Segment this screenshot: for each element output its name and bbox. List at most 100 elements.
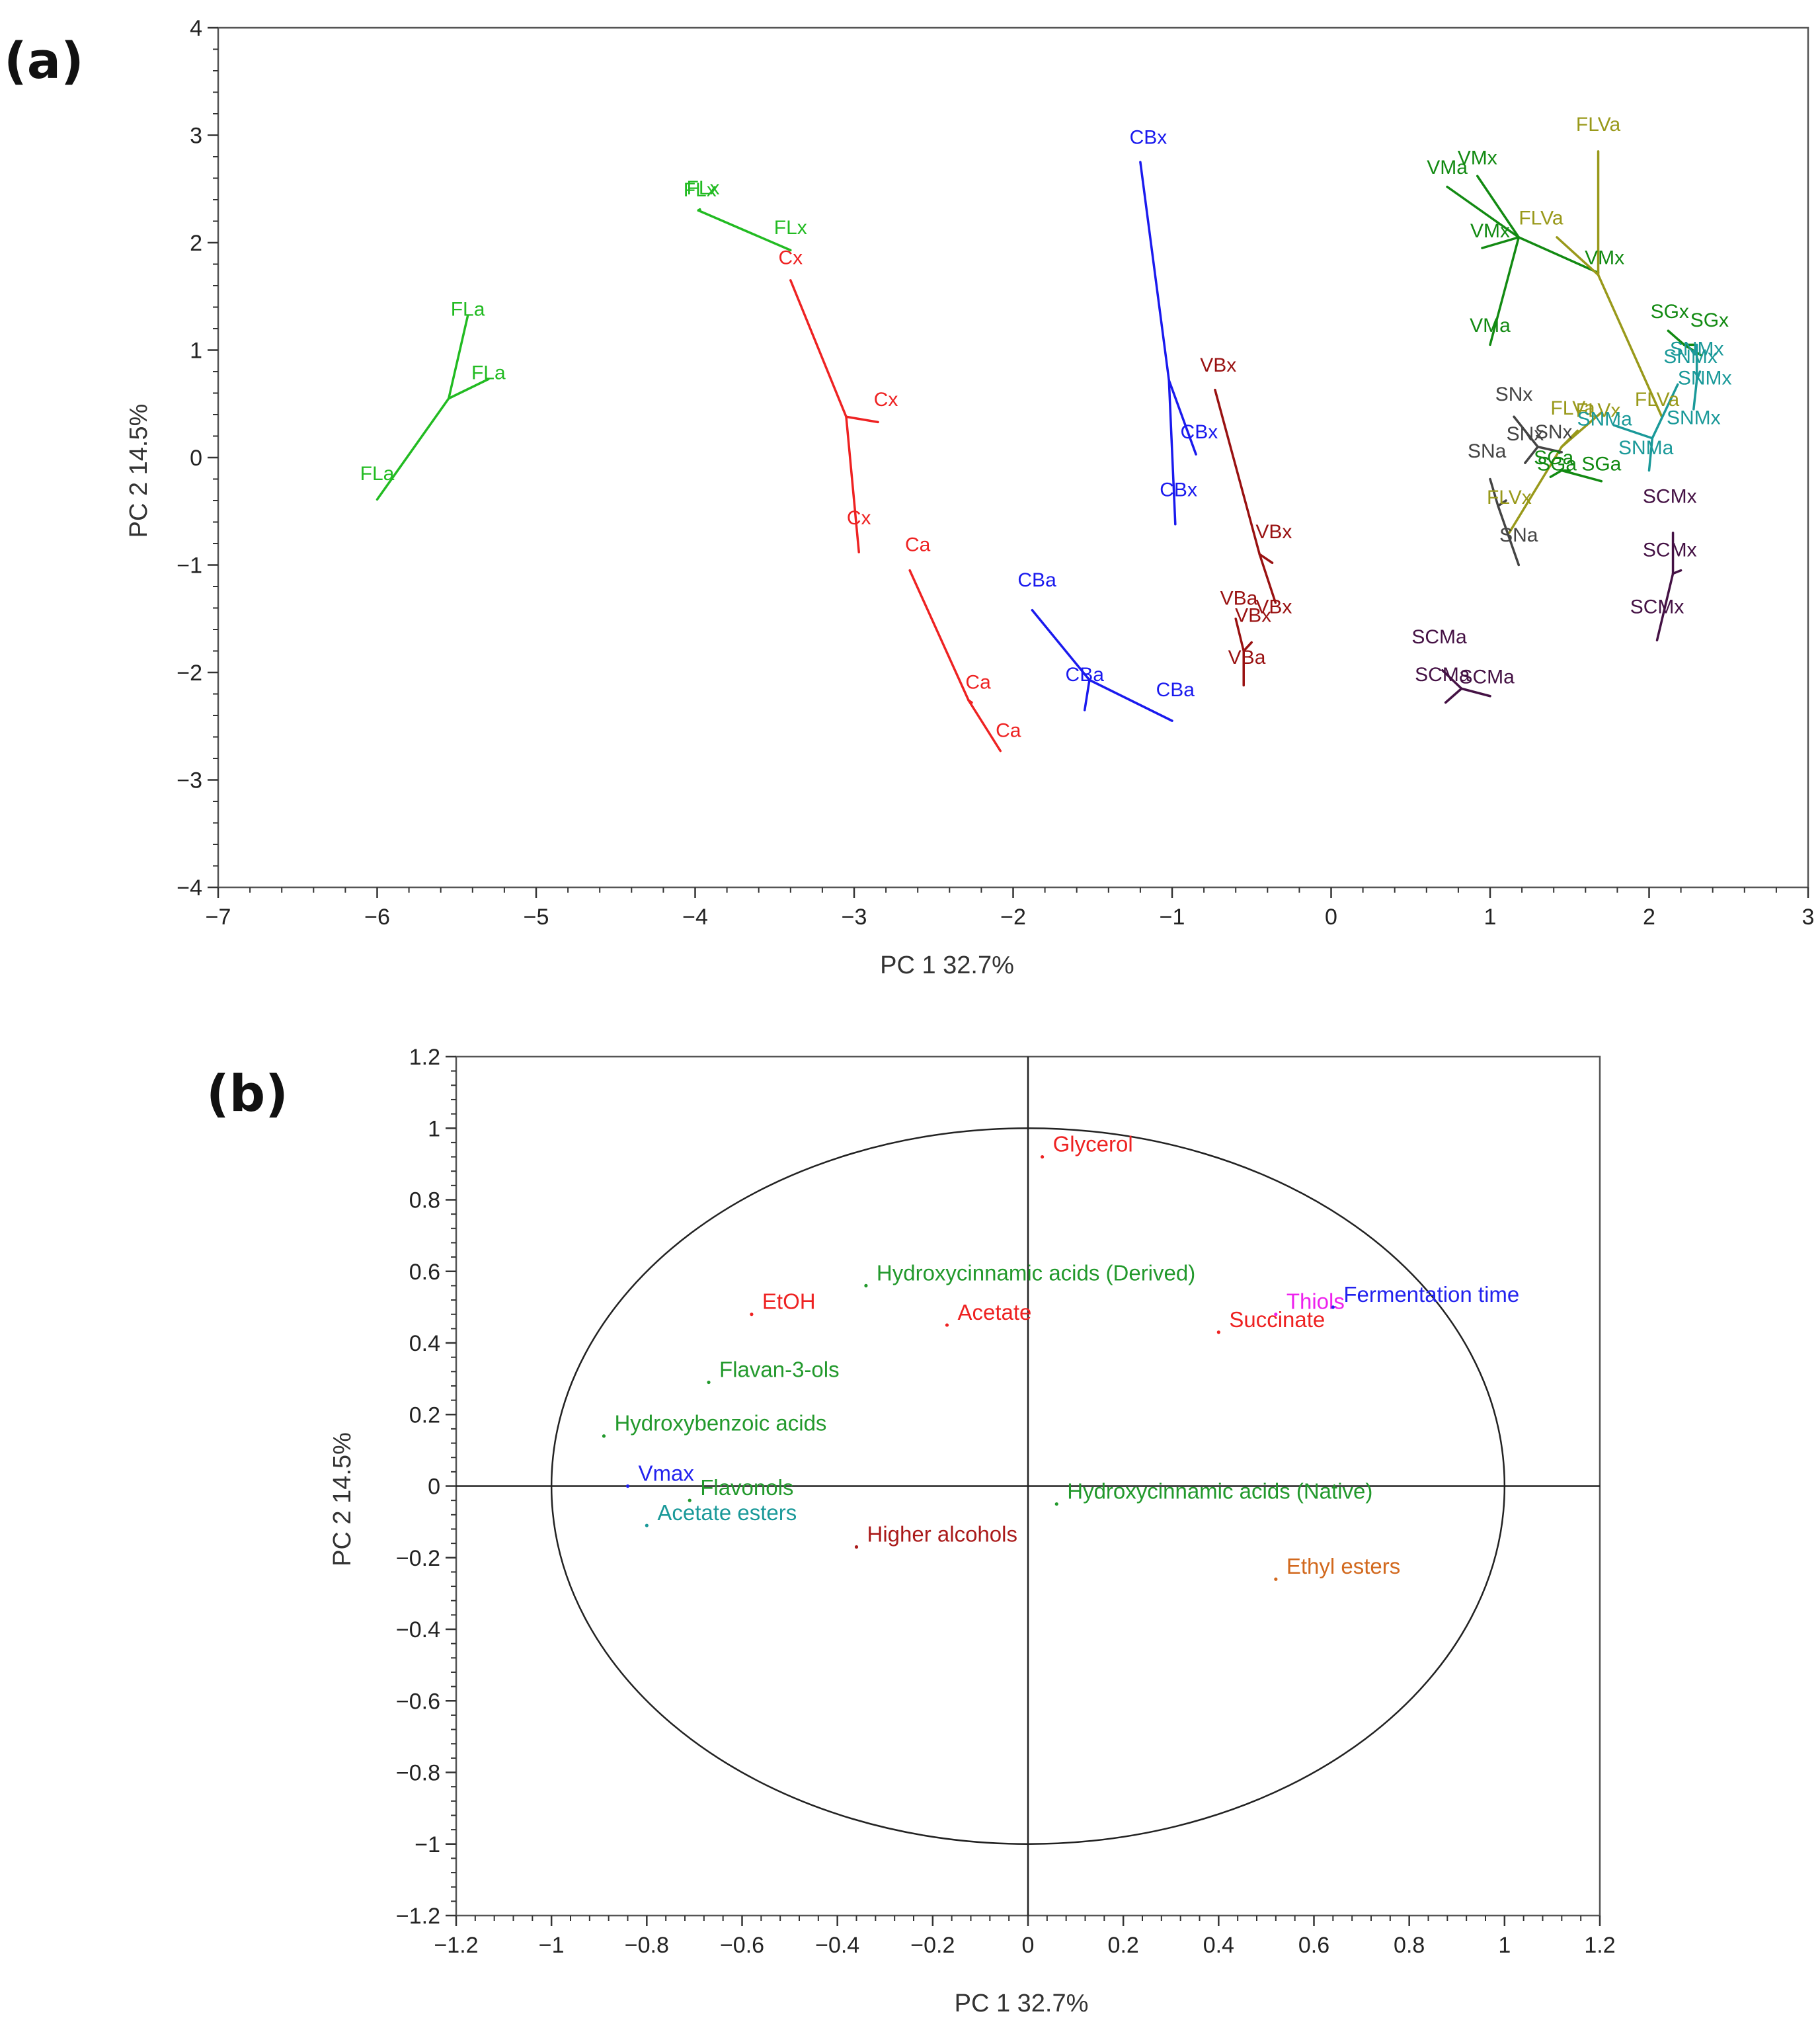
loading-point	[1274, 1313, 1278, 1317]
loading-point	[645, 1523, 649, 1527]
y-tick-label: −0.4	[396, 1617, 440, 1642]
score-point-label: SNa	[1499, 524, 1538, 546]
score-point-label: SGa	[1581, 454, 1621, 475]
score-point-segment	[447, 314, 469, 400]
score-point-segment	[1513, 415, 1539, 448]
score-point-segment	[1481, 236, 1521, 249]
x-tick-label: 0	[1022, 1933, 1035, 1958]
loading-point	[945, 1323, 949, 1327]
score-point-segment	[1695, 370, 1702, 382]
x-tick-label: 1	[1498, 1933, 1511, 1958]
loading-label: Acetate esters	[657, 1500, 797, 1525]
x-tick-label: 0.4	[1203, 1933, 1234, 1958]
x-tick-label: −7	[206, 905, 231, 930]
loading-point	[688, 1498, 692, 1502]
loading-label: Thiols	[1286, 1289, 1345, 1314]
score-point-label: CBa	[1066, 664, 1105, 686]
loading-label: Acetate	[957, 1300, 1031, 1324]
score-point-segment	[1655, 572, 1675, 641]
score-point-segment	[1597, 274, 1663, 418]
score-point-label: SNMx	[1678, 368, 1732, 389]
y-tick-label: 0	[428, 1475, 440, 1500]
score-point-label: VBx	[1235, 605, 1271, 627]
score-point-label: FLVa	[1519, 207, 1563, 229]
score-point-label: Ca	[965, 671, 991, 693]
score-point-label: SGa	[1534, 447, 1573, 469]
score-point-label: SNMa	[1618, 437, 1674, 459]
y-tick-label: −1	[177, 553, 202, 579]
score-point-label: VBx	[1255, 521, 1292, 543]
score-point-segment	[1258, 553, 1277, 604]
y-tick-label: 4	[190, 16, 202, 41]
score-point-segment	[845, 415, 879, 424]
x-tick-label: 2	[1643, 905, 1655, 930]
x-tick-label: 3	[1802, 905, 1815, 930]
x-tick-label: 0.2	[1108, 1933, 1139, 1958]
score-point-label: SNMx	[1667, 407, 1721, 429]
y-tick-label: 0.2	[409, 1402, 440, 1428]
score-point-label: VMx	[1585, 247, 1624, 269]
y-tick-label: −1.2	[396, 1904, 440, 1929]
score-point-label: Cx	[778, 247, 803, 269]
score-point-label: SNx	[1535, 421, 1573, 443]
x-tick-label: −4	[682, 905, 708, 930]
loading-label: Flavonols	[700, 1475, 793, 1500]
score-point-label: Cx	[874, 389, 898, 411]
score-point-label: FLx	[774, 217, 807, 239]
loading-label: Glycerol	[1053, 1132, 1133, 1156]
score-point-segment	[1234, 618, 1245, 653]
x-tick-label: −1	[1160, 905, 1185, 930]
loading-label: Fermentation time	[1343, 1282, 1519, 1307]
score-point-segment	[1667, 329, 1686, 346]
score-point-label: SCMx	[1643, 540, 1697, 561]
score-point-label: CBx	[1181, 421, 1218, 443]
score-point-label: CBa	[1156, 679, 1195, 701]
loading-point	[1041, 1155, 1045, 1159]
y-tick-label: −0.6	[396, 1689, 440, 1714]
y-tick-label: −3	[177, 768, 202, 793]
score-point-segment	[1489, 477, 1499, 507]
score-point-label: FLx	[687, 177, 720, 199]
score-point-segment	[1524, 446, 1539, 464]
score-point-segment	[1460, 687, 1491, 698]
x-tick-label: 1.2	[1584, 1933, 1615, 1958]
loading-label: Vmax	[639, 1461, 695, 1486]
loading-label: EtOH	[762, 1289, 816, 1314]
loading-point	[854, 1545, 859, 1549]
x-tick-label: −6	[364, 905, 390, 930]
score-point-label: FLVx	[1487, 487, 1532, 508]
score-point-segment	[1647, 437, 1654, 472]
score-point-label: VMx	[1458, 147, 1497, 169]
loading-label: Succinate	[1229, 1307, 1325, 1332]
score-point-segment	[376, 397, 450, 501]
score-point-segment	[1083, 678, 1091, 711]
score-point-segment	[1139, 161, 1170, 382]
x-tick-label: 0.6	[1298, 1933, 1329, 1958]
score-point-label: SNMx	[1663, 346, 1718, 368]
x-tick-label: 1	[1484, 905, 1497, 930]
pca-loadings-chart: −1.2 −1 −0.8 −0.6 −0.4 −0.2 0 0.2 0.4 0.6 0.8 1 1.2 −…	[329, 1045, 1616, 2017]
score-point-label: FLx	[684, 179, 717, 201]
y-tick-label: 3	[190, 124, 202, 149]
score-point-label: SGa	[1537, 454, 1577, 475]
score-point-label: CBx	[1160, 479, 1197, 501]
x-axis-title: PC 1 32.7%	[955, 1990, 1089, 2017]
score-point-segment	[1242, 641, 1253, 653]
score-point-segment	[1497, 505, 1521, 567]
score-point-label: FLa	[360, 463, 395, 485]
score-point-label: VMa	[1470, 315, 1511, 337]
y-tick-label: 1.2	[409, 1045, 440, 1070]
x-tick-label: 0	[1325, 905, 1337, 930]
score-point-label: VBa	[1228, 647, 1266, 669]
score-point-segment	[1682, 343, 1703, 357]
score-point-segment	[1167, 379, 1197, 456]
score-point-segment	[789, 279, 848, 418]
score-point-segment	[845, 415, 860, 553]
y-tick-label: −0.8	[396, 1761, 440, 1786]
score-point-label: FLVa	[1550, 397, 1595, 419]
score-point-segment	[1536, 446, 1563, 454]
score-point-label: CBx	[1130, 127, 1167, 149]
score-point-segment	[1651, 383, 1679, 440]
y-tick-label: 1	[190, 339, 202, 364]
